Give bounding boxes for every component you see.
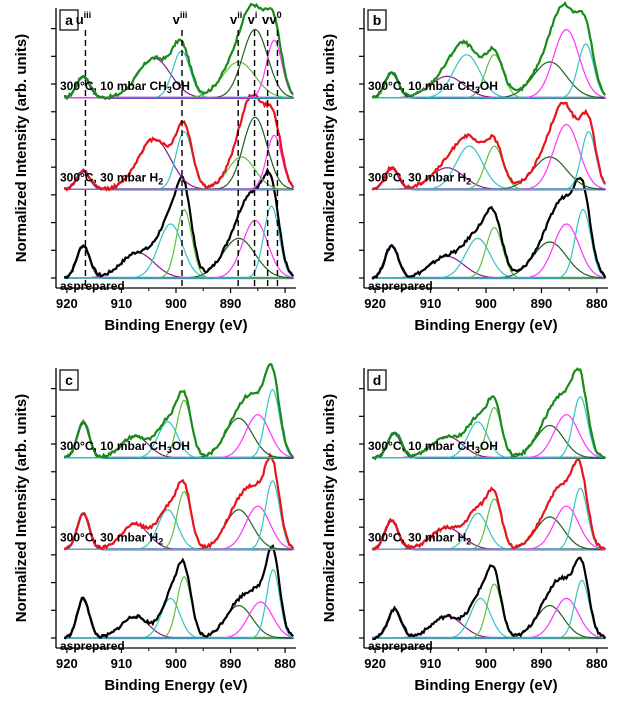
x-tick-label: 890 xyxy=(220,656,242,671)
spectrum-line xyxy=(371,1,607,99)
spectrum-line xyxy=(371,556,607,641)
spectrum-line xyxy=(63,544,295,640)
series-label: asprepared xyxy=(368,639,433,653)
series-label: 300°C, 10 mbar CH3OH xyxy=(60,439,190,455)
series-0: asprepared xyxy=(368,176,607,293)
y-axis-title: Normalized Intensity (arb. units) xyxy=(13,394,30,622)
fit-component xyxy=(372,487,606,550)
series-label: 300°C, 10 mbar CH3OH xyxy=(368,79,498,95)
x-tick-label: 920 xyxy=(56,296,78,311)
peak-marker-label: vii xyxy=(230,10,242,27)
y-axis-title: Normalized Intensity (arb. units) xyxy=(13,34,30,262)
x-tick-label: 910 xyxy=(420,296,442,311)
series-label: asprepared xyxy=(60,639,125,653)
panel-letter-box xyxy=(59,9,79,31)
x-axis-title: Binding Energy (eV) xyxy=(104,317,247,334)
x-axis-title: Binding Energy (eV) xyxy=(414,677,557,694)
peak-marker-label: v0 xyxy=(269,10,281,27)
fit-component xyxy=(372,579,606,639)
x-tick-label: 910 xyxy=(111,656,133,671)
x-tick-label: 910 xyxy=(111,296,133,311)
x-tick-label: 880 xyxy=(586,296,608,311)
series-2: 300°C, 10 mbar CH3OH xyxy=(60,362,295,459)
peak-marker-label: vi xyxy=(248,10,258,27)
x-tick-label: 890 xyxy=(531,296,553,311)
series-label: 300°C, 10 mbar CH3OH xyxy=(368,439,498,455)
series-1: 300°C, 30 mbar H2 xyxy=(60,92,295,192)
series-0: asprepared xyxy=(368,556,607,653)
x-tick-label: 920 xyxy=(56,656,78,671)
x-tick-label: 890 xyxy=(220,296,242,311)
series-label: 300°C, 30 mbar H2 xyxy=(368,170,471,186)
spectrum-line xyxy=(371,457,606,551)
x-tick-label: 920 xyxy=(364,296,386,311)
spectrum-line xyxy=(371,176,607,280)
panel-letter: b xyxy=(373,12,382,28)
peak-marker-label: uiii xyxy=(76,10,91,27)
series-2: 300°C, 10 mbar CH3OH xyxy=(368,367,607,461)
spectrum-line xyxy=(63,362,295,459)
y-axis-title: Normalized Intensity (arb. units) xyxy=(321,34,338,262)
panel-a: 920 910 900 890 880 Binding Energy (eV) Normal… xyxy=(13,2,296,334)
x-tick-label: 900 xyxy=(475,656,497,671)
series-label: 300°C, 30 mbar H2 xyxy=(60,170,163,186)
series-label: 300°C, 10 mbar CH3OH xyxy=(60,79,190,95)
fit-component xyxy=(64,223,294,279)
series-1: 300°C, 30 mbar H2 xyxy=(368,457,607,551)
x-axis-title: Binding Energy (eV) xyxy=(414,317,557,334)
panel-letter-box xyxy=(367,369,387,391)
fit-component xyxy=(64,205,294,279)
x-tick-label: 880 xyxy=(274,656,296,671)
series-label: asprepared xyxy=(368,279,433,293)
fit-component xyxy=(372,130,606,190)
fit-component xyxy=(64,219,294,279)
peak-marker-label: v xyxy=(262,12,270,27)
x-tick-label: 900 xyxy=(165,656,187,671)
panel-letter-box xyxy=(59,369,79,391)
spectrum-line xyxy=(63,2,294,101)
x-axis-title: Binding Energy (eV) xyxy=(104,677,247,694)
fit-component xyxy=(64,208,294,279)
panel-c: 920 910 900 890 880 Binding Energy (eV) Normal… xyxy=(13,362,296,694)
x-tick-label: 890 xyxy=(531,656,553,671)
panel-d: 920 910 900 890 880 Binding Energy (eV) Normal… xyxy=(321,367,608,694)
series-label: 300°C, 30 mbar H2 xyxy=(60,530,163,546)
panel-b: 920 910 900 890 880 Binding Energy (eV) Normal… xyxy=(321,1,608,334)
series-0: asprepared xyxy=(60,167,295,293)
x-tick-label: 920 xyxy=(364,656,386,671)
series-label: asprepared xyxy=(60,279,125,293)
x-tick-label: 910 xyxy=(420,656,442,671)
series-1: 300°C, 30 mbar H2 xyxy=(368,101,607,191)
series-2: 300°C, 10 mbar CH3OH xyxy=(368,1,607,99)
series-0: asprepared xyxy=(60,544,295,653)
x-tick-label: 880 xyxy=(274,296,296,311)
spectrum-line xyxy=(63,452,295,551)
y-axis-title: Normalized Intensity (arb. units) xyxy=(321,394,338,622)
panel-letter: c xyxy=(65,372,73,388)
x-tick-label: 900 xyxy=(475,296,497,311)
series-1: 300°C, 30 mbar H2 xyxy=(60,452,295,551)
panel-letter: d xyxy=(373,372,382,388)
fit-component xyxy=(372,43,606,99)
fit-component xyxy=(372,208,606,279)
spectrum-line xyxy=(371,101,607,191)
x-tick-label: 900 xyxy=(165,296,187,311)
panel-letter-box xyxy=(367,9,387,31)
peak-marker-label: viii xyxy=(173,10,188,27)
series-label: 300°C, 30 mbar H2 xyxy=(368,530,471,546)
panel-letter: a xyxy=(65,12,73,28)
fit-component xyxy=(64,568,294,639)
x-tick-label: 880 xyxy=(586,656,608,671)
spectrum-line xyxy=(371,367,606,461)
